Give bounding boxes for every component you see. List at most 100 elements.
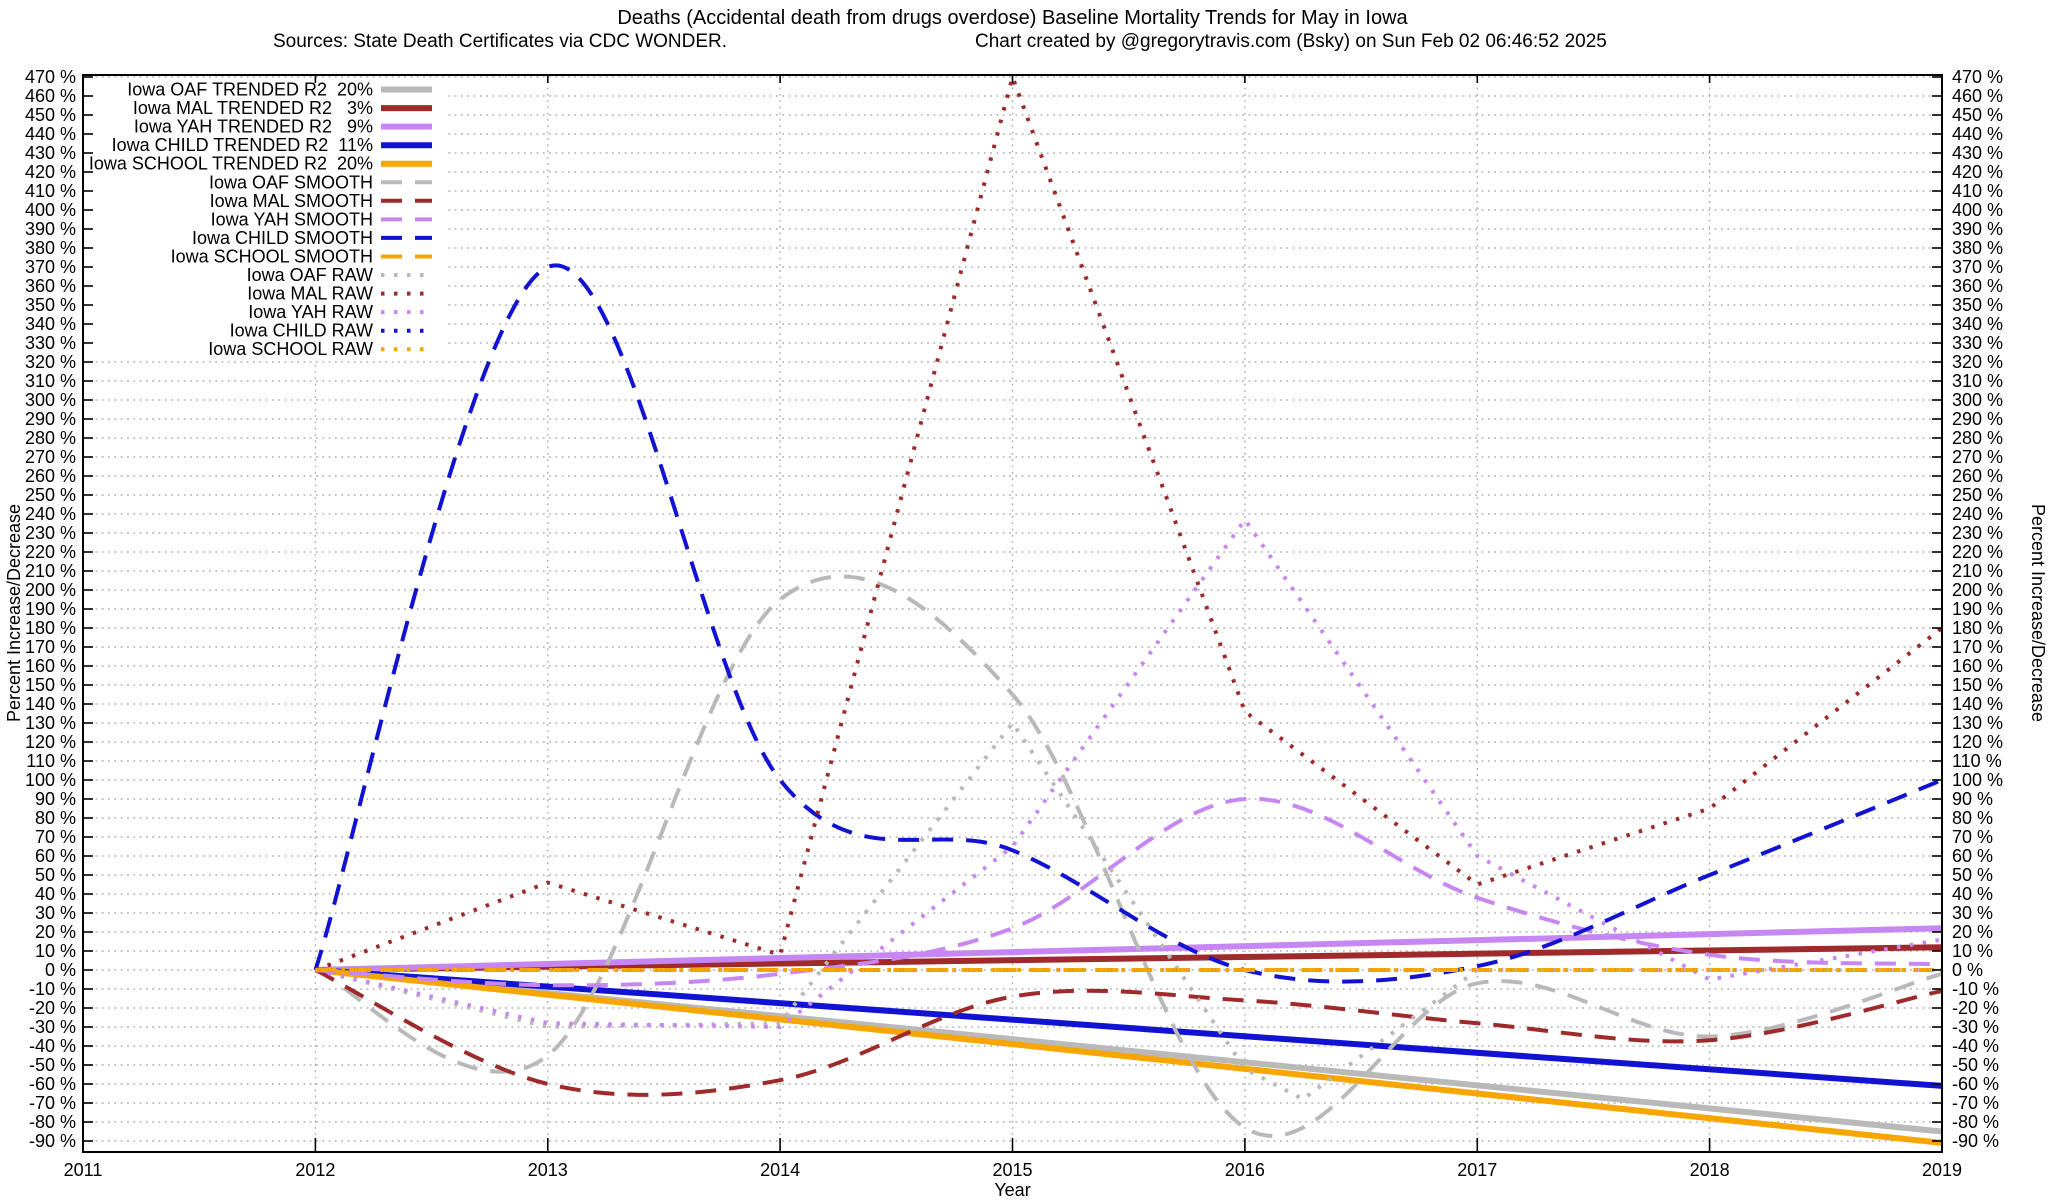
- y-tick-label-right: 340 %: [1952, 314, 2003, 334]
- series-line-iowa-oaf-raw: [314, 721, 1942, 1102]
- y-tick-label-right: 230 %: [1952, 523, 2003, 543]
- y-tick-label-left: 200 %: [25, 580, 76, 600]
- y-tick-label-right: 90 %: [1952, 789, 1993, 809]
- x-tick-label: 2016: [1225, 1160, 1265, 1180]
- y-tick-label-left: 230 %: [25, 523, 76, 543]
- y-tick-label-left: 380 %: [25, 238, 76, 258]
- y-tick-label-left: 360 %: [25, 276, 76, 296]
- y-tick-label-left: 460 %: [25, 86, 76, 106]
- y-tick-label-right: -70 %: [1952, 1093, 1999, 1113]
- legend-label-iowa-yah-smooth: Iowa YAH SMOOTH: [211, 209, 373, 229]
- y-tick-label-left: -40 %: [29, 1036, 76, 1056]
- y-tick-label-left: -60 %: [29, 1074, 76, 1094]
- series-line-iowa-yah-trended: [315, 925, 1943, 973]
- y-tick-label-right: -60 %: [1952, 1074, 1999, 1094]
- y-tick-label-left: 410 %: [25, 181, 76, 201]
- y-tick-label-right: 0 %: [1952, 960, 1983, 980]
- y-tick-label-left: 0 %: [45, 960, 76, 980]
- legend-label-iowa-yah-trended: Iowa YAH TRENDED R2 9%: [134, 117, 373, 137]
- legend-label-iowa-mal-trended: Iowa MAL TRENDED R2 3%: [133, 98, 373, 118]
- legend-label-iowa-mal-smooth: Iowa MAL SMOOTH: [210, 191, 373, 211]
- series-group: [313, 75, 1944, 1146]
- y-tick-label-right: 160 %: [1952, 656, 2003, 676]
- y-tick-label-right: 440 %: [1952, 124, 2003, 144]
- y-tick-label-left: 40 %: [35, 884, 76, 904]
- series-line-iowa-mal-raw: [314, 75, 1944, 972]
- chart-credit-note: Chart created by @gregorytravis.com (Bsk…: [975, 31, 1607, 52]
- series-line-iowa-yah-smooth: [315, 796, 1943, 988]
- y-tick-label-right: 370 %: [1952, 257, 2003, 277]
- y-tick-label-left: 270 %: [25, 447, 76, 467]
- y-tick-label-right: 130 %: [1952, 713, 2003, 733]
- y-tick-label-right: 300 %: [1952, 390, 2003, 410]
- y-tick-label-left: 160 %: [25, 656, 76, 676]
- y-tick-label-right: 50 %: [1952, 865, 1993, 885]
- y-tick-labels-right: -90 %-80 %-70 %-60 %-50 %-40 %-30 %-20 %…: [1952, 67, 2003, 1151]
- y-tick-label-left: 30 %: [35, 903, 76, 923]
- y-tick-label-right: -10 %: [1952, 979, 1999, 999]
- x-tick-label: 2015: [992, 1160, 1032, 1180]
- y-tick-label-left: -20 %: [29, 998, 76, 1018]
- x-tick-label: 2017: [1457, 1160, 1497, 1180]
- y-tick-label-left: 140 %: [25, 694, 76, 714]
- x-tick-label: 2013: [528, 1160, 568, 1180]
- legend-label-iowa-child-trended: Iowa CHILD TRENDED R2 11%: [112, 135, 373, 155]
- y-tick-label-right: -90 %: [1952, 1131, 1999, 1151]
- y-tick-label-right: 210 %: [1952, 561, 2003, 581]
- y-tick-label-right: 40 %: [1952, 884, 1993, 904]
- y-tick-label-right: 180 %: [1952, 618, 2003, 638]
- y-tick-label-left: 420 %: [25, 162, 76, 182]
- y-tick-label-right: 380 %: [1952, 238, 2003, 258]
- y-tick-label-left: -70 %: [29, 1093, 76, 1113]
- y-tick-label-left: 60 %: [35, 846, 76, 866]
- series-line-iowa-child-smooth: [313, 263, 1943, 984]
- y-tick-label-left: 370 %: [25, 257, 76, 277]
- y-tick-label-right: 150 %: [1952, 675, 2003, 695]
- y-tick-label-left: -50 %: [29, 1055, 76, 1075]
- y-tick-label-left: 300 %: [25, 390, 76, 410]
- chart-title: Deaths (Accidental death from drugs over…: [617, 7, 1408, 29]
- y-tick-label-right: 400 %: [1952, 200, 2003, 220]
- y-tick-label-right: 410 %: [1952, 181, 2003, 201]
- y-tick-label-right: 120 %: [1952, 732, 2003, 752]
- x-tick-label: 2011: [64, 1160, 103, 1180]
- y-tick-label-left: 100 %: [25, 770, 76, 790]
- y-tick-label-left: 260 %: [25, 466, 76, 486]
- y-tick-label-right: 330 %: [1952, 333, 2003, 353]
- y-tick-label-right: -20 %: [1952, 998, 1999, 1018]
- legend-label-iowa-mal-raw: Iowa MAL RAW: [247, 284, 373, 304]
- y-tick-label-left: 340 %: [25, 314, 76, 334]
- y-tick-label-left: 240 %: [25, 504, 76, 524]
- series-line-iowa-yah-raw: [314, 517, 1943, 1029]
- y-tick-label-right: 80 %: [1952, 808, 1993, 828]
- axis-ticks: [82, 75, 1943, 1152]
- y-tick-label-left: 450 %: [25, 105, 76, 125]
- y-tick-label-left: 250 %: [25, 485, 76, 505]
- y-tick-label-left: 20 %: [35, 922, 76, 942]
- y-tick-label-left: 10 %: [35, 941, 76, 961]
- y-tick-label-right: 200 %: [1952, 580, 2003, 600]
- series-line-iowa-mal-smooth: [314, 968, 1943, 1097]
- y-tick-label-right: -50 %: [1952, 1055, 1999, 1075]
- y-tick-label-right: 420 %: [1952, 162, 2003, 182]
- y-tick-label-right: 110 %: [1952, 751, 2002, 771]
- x-tick-label: 2012: [295, 1160, 335, 1180]
- y-tick-label-left: 470 %: [25, 67, 76, 87]
- y-tick-label-right: 460 %: [1952, 86, 2003, 106]
- x-tick-labels: 2011 2012 2013 2014 2015 2016 2017 2018 2019: [64, 1160, 1962, 1180]
- y-tick-label-left: -30 %: [29, 1017, 76, 1037]
- y-tick-label-right: 240 %: [1952, 504, 2003, 524]
- y-tick-label-left: 330 %: [25, 333, 76, 353]
- y-tick-label-left: 150 %: [25, 675, 76, 695]
- y-tick-label-left: 310 %: [25, 371, 76, 391]
- y-tick-label-left: -90 %: [29, 1131, 76, 1151]
- y-tick-label-right: 170 %: [1952, 637, 2003, 657]
- y-tick-label-left: 80 %: [35, 808, 76, 828]
- y-tick-label-left: 440 %: [25, 124, 76, 144]
- y-tick-label-right: 30 %: [1952, 903, 1993, 923]
- y-tick-label-left: 390 %: [25, 219, 76, 239]
- legend-label-iowa-child-smooth: Iowa CHILD SMOOTH: [192, 228, 373, 248]
- y-tick-label-left: 120 %: [25, 732, 76, 752]
- y-tick-label-left: 280 %: [25, 428, 76, 448]
- legend-label-iowa-yah-raw: Iowa YAH RAW: [248, 302, 373, 322]
